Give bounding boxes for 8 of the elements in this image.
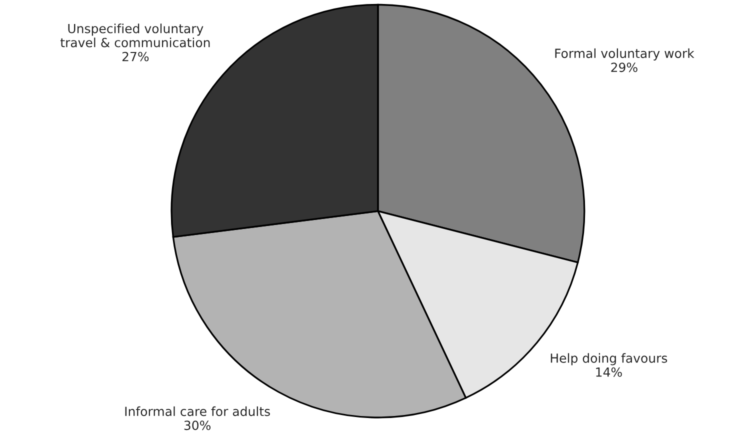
slice-label: Informal care for adults: [125, 406, 270, 416]
data-label: 30%: [184, 420, 211, 430]
slice-label: Unspecified voluntary travel & communication: [60, 24, 210, 48]
slice-label: Formal voluntary work: [555, 48, 694, 60]
data-label: 27%: [122, 52, 149, 62]
data-label: 14%: [596, 367, 622, 377]
slice-label: Help doing favours: [550, 353, 668, 366]
data-label: 29%: [611, 62, 638, 72]
